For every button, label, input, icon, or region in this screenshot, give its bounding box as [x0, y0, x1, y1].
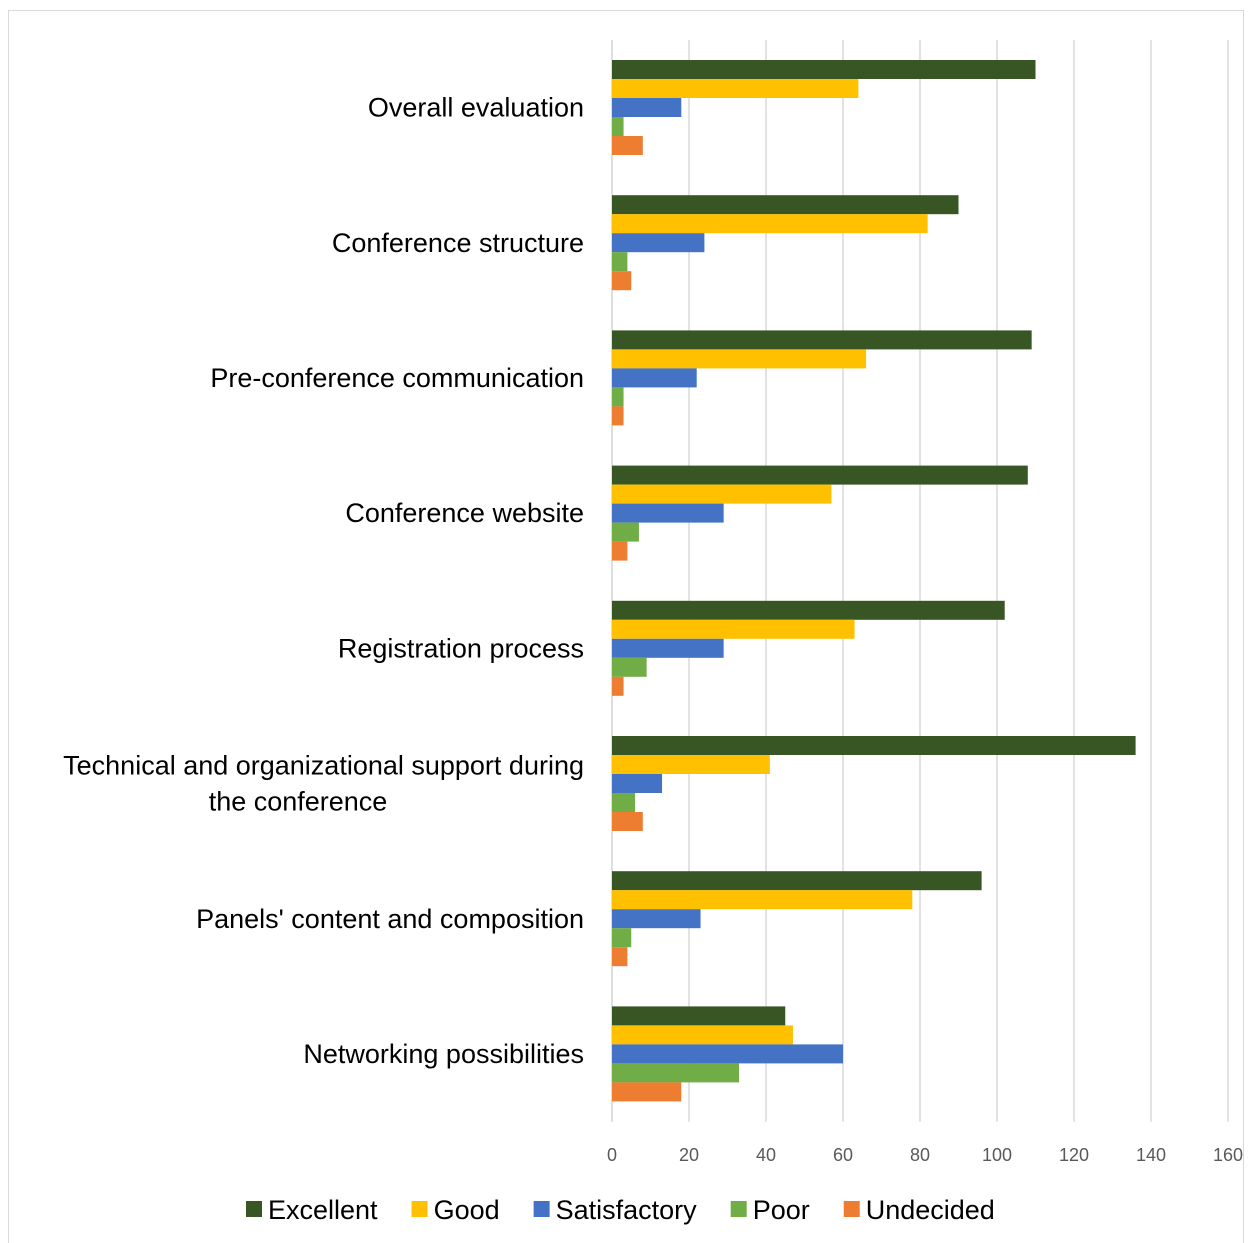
bar-excellent-conference-website [612, 465, 1028, 485]
legend-label-satisfactory: Satisfactory [556, 1195, 698, 1225]
bar-undecided-conference-structure [612, 271, 632, 291]
bar-excellent-conference-structure [612, 195, 959, 215]
legend: Excellent Good Satisfactory Poor Undecided [246, 1195, 995, 1225]
bar-poor-registration-process [612, 657, 647, 677]
category-label: Technical and organizational support dur… [63, 751, 584, 781]
x-tick-label: 120 [1059, 1145, 1089, 1165]
bar-undecided-registration-process [612, 676, 624, 696]
bars [612, 60, 1136, 1102]
bar-satisfactory-pre-conference-communication [612, 368, 697, 388]
category-label: Conference website [345, 498, 584, 528]
bar-undecided-pre-conference-communication [612, 406, 624, 426]
category-label: Conference structure [332, 228, 584, 258]
bar-excellent-overall-evaluation [612, 60, 1036, 79]
bar-poor-technical-and-organizational-support-during-the-conference [612, 793, 636, 812]
category-label: Registration process [338, 633, 584, 663]
legend-swatch-satisfactory [533, 1201, 550, 1217]
x-tick-label: 60 [833, 1145, 853, 1165]
bar-satisfactory-conference-structure [612, 233, 705, 253]
bar-satisfactory-technical-and-organizational-support-during-the-conference [612, 774, 663, 793]
bar-undecided-overall-evaluation [612, 136, 643, 155]
bar-undecided-networking-possibilities [612, 1082, 682, 1102]
legend-label-undecided: Undecided [866, 1195, 995, 1225]
bar-excellent-technical-and-organizational-support-during-the-conference [612, 736, 1136, 755]
x-tick-label: 40 [756, 1145, 776, 1165]
category-label: the conference [209, 787, 388, 817]
bar-good-panels-content-and-composition [612, 890, 913, 910]
legend-swatch-poor [730, 1201, 747, 1217]
bar-poor-conference-structure [612, 252, 628, 272]
x-tick-label: 140 [1136, 1145, 1166, 1165]
bar-good-overall-evaluation [612, 79, 859, 98]
bar-satisfactory-networking-possibilities [612, 1044, 843, 1064]
bar-good-technical-and-organizational-support-during-the-conference [612, 755, 770, 774]
bar-excellent-networking-possibilities [612, 1006, 786, 1026]
category-label: Overall evaluation [368, 93, 584, 123]
legend-swatch-excellent [246, 1201, 262, 1217]
bar-satisfactory-panels-content-and-composition [612, 909, 701, 929]
legend-label-good: Good [434, 1195, 500, 1225]
legend-swatch-good [411, 1201, 428, 1217]
x-tick-label: 0 [607, 1145, 617, 1165]
category-labels: Overall evaluation Conference structure Pr… [63, 93, 584, 1069]
category-label: Networking possibilities [303, 1039, 584, 1069]
legend-swatch-undecided [843, 1201, 860, 1217]
bar-excellent-registration-process [612, 600, 1005, 620]
x-axis-tick-labels: 0 20 40 60 80 100 120 140 160 [607, 1145, 1243, 1165]
bar-poor-pre-conference-communication [612, 387, 624, 407]
bar-good-pre-conference-communication [612, 349, 867, 369]
bar-excellent-panels-content-and-composition [612, 871, 982, 891]
category-label: Pre-conference communication [210, 363, 584, 393]
bar-good-networking-possibilities [612, 1025, 793, 1045]
bar-undecided-technical-and-organizational-support-during-the-conference [612, 812, 643, 831]
legend-label-poor: Poor [753, 1195, 810, 1225]
bar-good-conference-website [612, 484, 832, 504]
x-tick-label: 160 [1213, 1145, 1243, 1165]
bar-excellent-pre-conference-communication [612, 330, 1032, 350]
bar-poor-panels-content-and-composition [612, 928, 632, 948]
bar-satisfactory-overall-evaluation [612, 98, 682, 117]
x-tick-label: 100 [982, 1145, 1012, 1165]
bar-satisfactory-registration-process [612, 638, 724, 658]
bar-good-registration-process [612, 619, 855, 639]
legend-label-excellent: Excellent [268, 1195, 378, 1225]
x-tick-label: 80 [910, 1145, 930, 1165]
x-tick-label: 20 [679, 1145, 699, 1165]
bar-poor-overall-evaluation [612, 117, 624, 136]
category-label: Panels' content and composition [196, 904, 584, 934]
bar-good-conference-structure [612, 214, 928, 234]
bar-undecided-panels-content-and-composition [612, 947, 628, 967]
bar-poor-networking-possibilities [612, 1063, 740, 1083]
bar-satisfactory-conference-website [612, 503, 724, 523]
bar-poor-conference-website [612, 522, 639, 542]
bar-undecided-conference-website [612, 541, 628, 561]
